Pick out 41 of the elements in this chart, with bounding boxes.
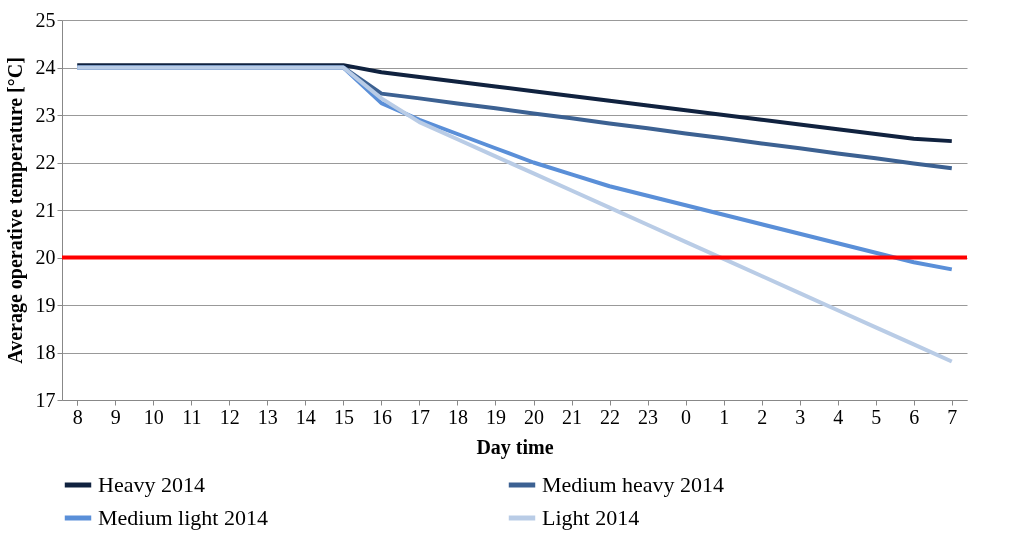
x-tick-label: 17 (409, 405, 430, 428)
x-tick-label: 3 (795, 405, 806, 428)
y-tick-label: 23 (35, 103, 56, 126)
legend-label: Medium heavy 2014 (542, 472, 725, 497)
y-tick-label: 18 (35, 341, 56, 363)
y-tick-label: 20 (35, 246, 56, 268)
x-tick-label: 11 (182, 405, 202, 428)
y-tick-label: 17 (35, 388, 56, 411)
x-tick-label: 22 (600, 405, 621, 428)
legend-label: Medium light 2014 (98, 505, 268, 530)
x-tick-label: 12 (219, 405, 240, 428)
x-tick-label: 15 (333, 405, 354, 428)
x-tick-label: 4 (833, 405, 844, 428)
x-tick-label: 0 (681, 405, 692, 428)
y-tick-label: 24 (35, 56, 56, 78)
x-tick-label: 7 (947, 405, 958, 428)
x-tick-label: 10 (143, 405, 164, 428)
x-tick-label: 20 (524, 405, 545, 428)
x-tick-label: 14 (295, 405, 316, 428)
x-tick-label: 23 (638, 405, 659, 428)
x-tick-label: 8 (72, 405, 83, 428)
legend-label: Light 2014 (542, 505, 640, 530)
y-axis-title: Average operative temperature [°C] (3, 57, 27, 364)
x-tick-label: 16 (371, 405, 392, 428)
line-series (75, 65, 954, 364)
x-tick-label: 18 (447, 405, 468, 428)
y-tick-label: 19 (35, 293, 56, 316)
line-series (75, 63, 954, 144)
x-tick-label: 6 (909, 405, 920, 428)
x-tick-label: 13 (257, 405, 278, 428)
y-tick-label: 22 (35, 151, 56, 173)
x-tick-label: 9 (110, 405, 121, 428)
x-tick-label: 2 (757, 405, 768, 428)
x-tick-label: 21 (562, 405, 583, 428)
legend-label: Heavy 2014 (98, 472, 205, 497)
x-axis-title: Day time (476, 435, 554, 459)
x-tick-label: 1 (719, 405, 730, 428)
x-tick-label: 19 (485, 405, 506, 428)
y-tick-label: 25 (35, 8, 56, 31)
y-tick-label: 21 (35, 198, 56, 221)
x-tick-label: 5 (871, 405, 882, 428)
